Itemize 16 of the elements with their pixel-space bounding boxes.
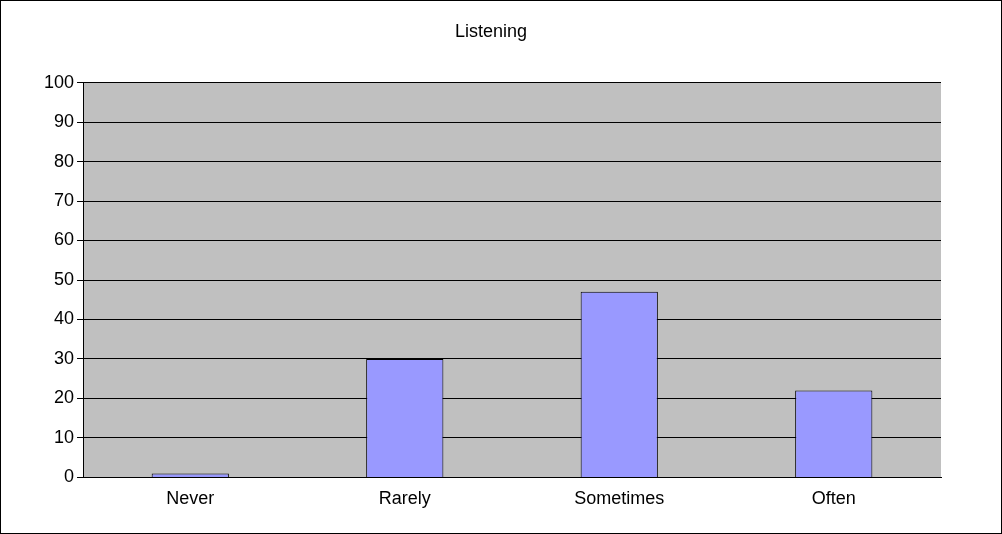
y-tick-label: 20: [54, 387, 75, 408]
x-tick-label: Rarely: [378, 488, 431, 509]
y-tick-label: 70: [54, 190, 75, 211]
y-tick-label: 30: [54, 347, 75, 368]
x-tick-label: Sometimes: [574, 488, 665, 509]
x-tick-label: Often: [811, 488, 856, 509]
y-tick-label: 90: [54, 111, 75, 132]
y-tick-label: 60: [54, 229, 75, 250]
y-tick-label: 40: [54, 308, 75, 329]
y-tick-label: 10: [54, 426, 75, 447]
y-tick-label: 100: [43, 71, 75, 92]
y-tick-label: 0: [64, 466, 75, 487]
y-tick-label: 50: [54, 268, 75, 289]
chart-title: Listening: [454, 20, 528, 41]
x-tick-label: Never: [166, 488, 215, 509]
y-tick-label: 80: [54, 150, 75, 171]
